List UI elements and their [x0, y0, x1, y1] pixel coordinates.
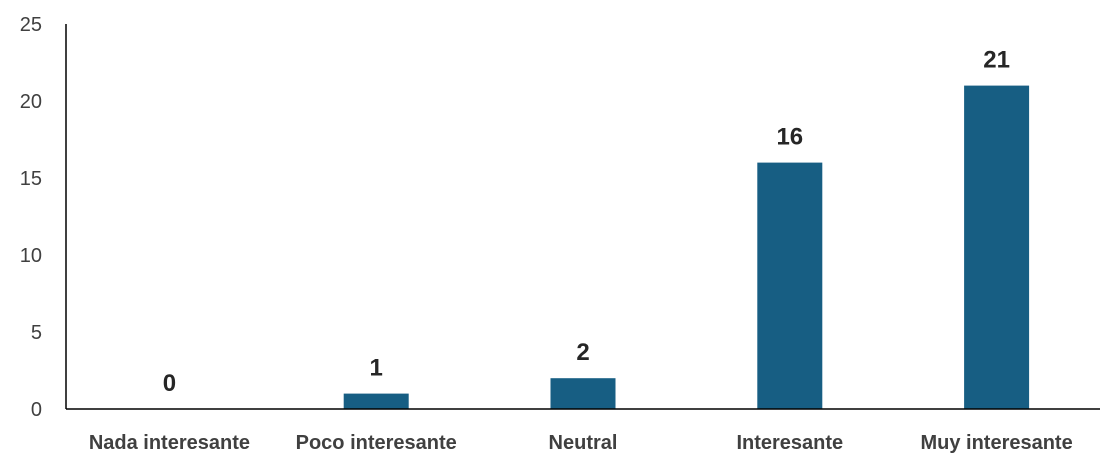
y-tick-label: 25	[20, 14, 42, 36]
bars	[343, 85, 1030, 409]
bar	[343, 393, 409, 409]
data-label: 2	[576, 339, 589, 366]
bar	[964, 85, 1030, 409]
category-label: Interesante	[736, 432, 843, 454]
bar	[550, 378, 616, 409]
category-label: Muy interesante	[920, 432, 1072, 454]
category-labels: Nada interesante Poco interesante Neutral I…	[89, 432, 1073, 454]
bar	[757, 162, 823, 409]
y-tick-label: 15	[20, 168, 42, 190]
data-label: 0	[163, 370, 176, 397]
data-label: 16	[776, 124, 803, 151]
category-label: Neutral	[549, 432, 618, 454]
category-label: Poco interesante	[296, 432, 457, 454]
y-tick-label: 5	[31, 322, 42, 344]
y-tick-label: 10	[20, 245, 42, 267]
data-label: 21	[983, 47, 1010, 74]
y-axis-ticks: 0 5 10 15 20 25	[20, 14, 42, 421]
y-tick-label: 20	[20, 91, 42, 113]
y-tick-label: 0	[31, 399, 42, 421]
data-label: 1	[370, 355, 383, 382]
data-labels: 0 1 2 16 21	[163, 47, 1010, 397]
category-label: Nada interesante	[89, 432, 250, 454]
